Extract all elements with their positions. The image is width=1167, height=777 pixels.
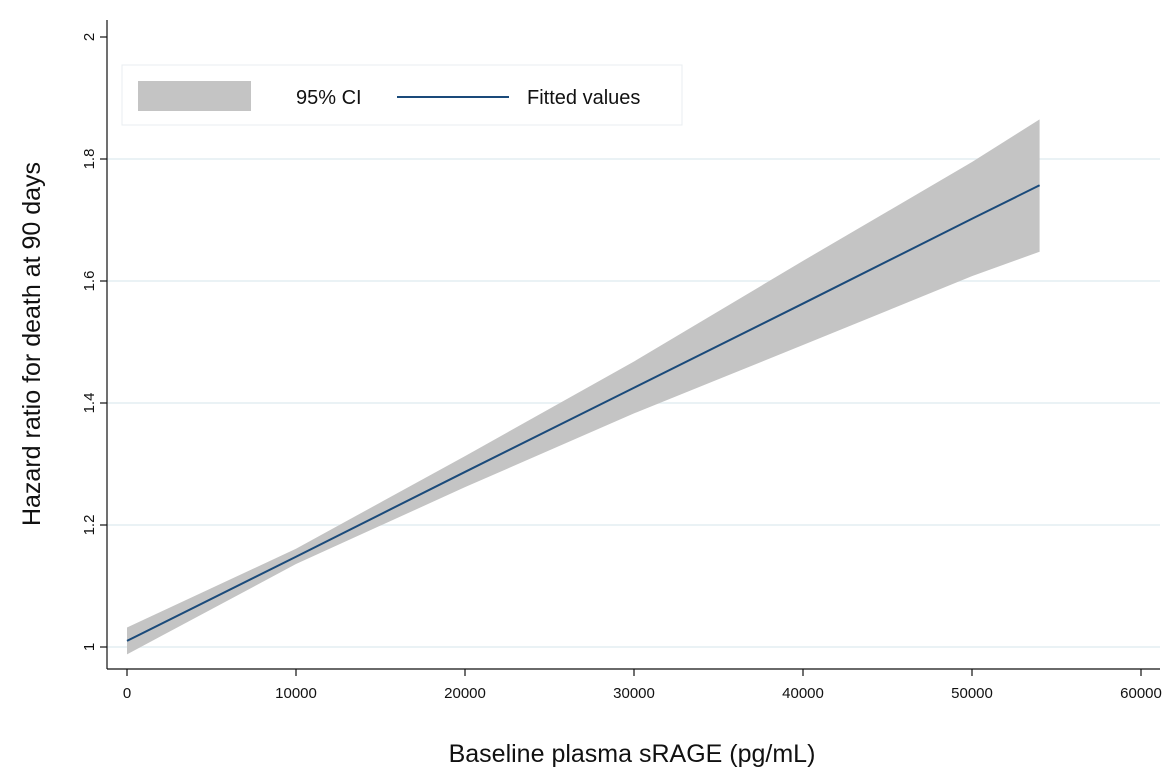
legend-fit-label: Fitted values xyxy=(527,87,640,109)
x-axis-title: Baseline plasma sRAGE (pg/mL) xyxy=(449,740,816,768)
y-tick-label-4: 1.8 xyxy=(81,149,98,170)
x-tick-label-6: 60000 xyxy=(1120,685,1162,702)
fitted-line-layer xyxy=(126,184,1041,642)
fitted-values-line xyxy=(126,184,1041,642)
legend-ci-label: 95% CI xyxy=(296,87,362,109)
x-tick-label-5: 50000 xyxy=(951,685,993,702)
y-tick-label-0: 1 xyxy=(81,643,98,651)
y-tick-label-1: 1.2 xyxy=(81,515,98,536)
y-axis-title: Hazard ratio for death at 90 days xyxy=(18,162,46,526)
legend: 95% CI Fitted values xyxy=(121,64,683,126)
ci-band-layer xyxy=(127,119,1040,655)
ci-band xyxy=(127,119,1040,655)
y-tick-label-2: 1.4 xyxy=(81,393,98,414)
y-tick-label-5: 2 xyxy=(81,33,98,41)
x-tick-label-1: 10000 xyxy=(275,685,317,702)
legend-ci-swatch xyxy=(138,81,251,111)
x-tick-label-4: 40000 xyxy=(782,685,824,702)
x-tick-label-2: 20000 xyxy=(444,685,486,702)
y-tick-label-3: 1.6 xyxy=(81,271,98,292)
x-tick-label-3: 30000 xyxy=(613,685,655,702)
x-tick-label-0: 0 xyxy=(123,685,131,702)
ticks: 0 10000 20000 30000 40000 50000 60000 1 1.2 1.4 1.… xyxy=(81,33,1162,702)
